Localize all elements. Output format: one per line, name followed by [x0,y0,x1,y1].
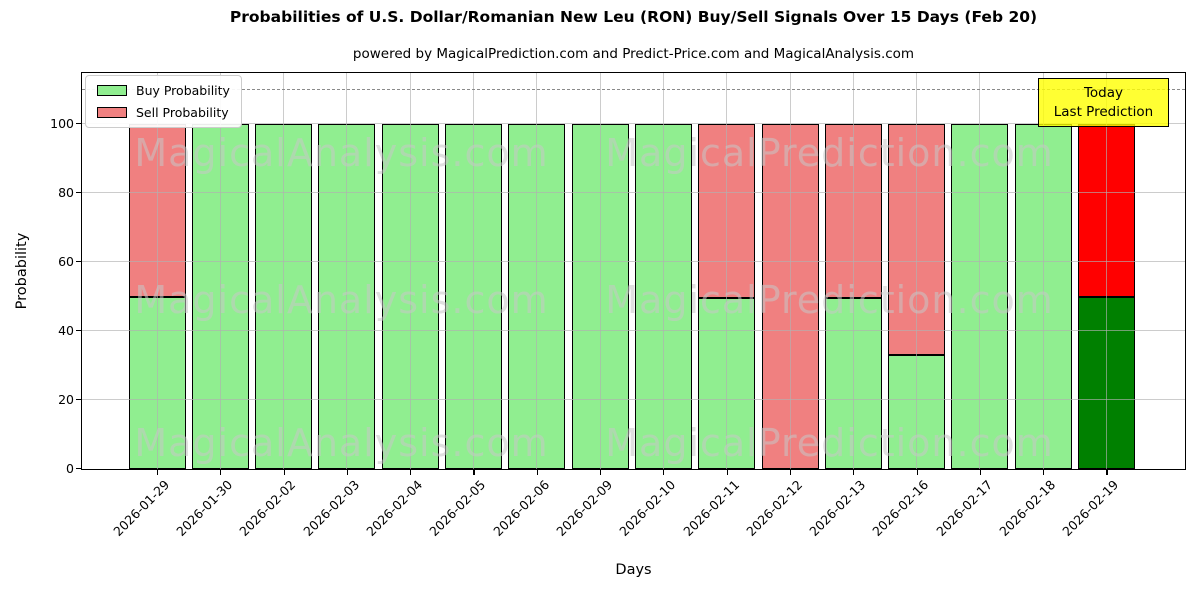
y-tick-label: 80 [58,184,74,200]
x-tick-mark [156,470,159,475]
x-tick-mark [283,470,285,475]
x-tick-mark [853,470,855,475]
v-gridline [979,73,981,469]
x-tick-mark [726,470,728,475]
x-tick-mark [1106,470,1108,475]
v-gridline [1106,73,1107,469]
y-tick-label: 60 [58,253,74,269]
v-gridline [1042,73,1044,469]
v-gridline [662,73,664,469]
x-tick-label: 2026-02-03 [300,477,363,539]
y-tick-label: 20 [58,391,74,407]
x-tick-label: 2026-02-17 [933,477,996,539]
x-tick-mark [410,470,412,475]
y-axis-label: Probability [14,232,30,310]
x-tick-mark [600,470,602,475]
legend: Buy Probability Sell Probability [85,75,242,128]
x-tick-label: 2026-02-04 [363,477,426,539]
watermark-text: MagicalPrediction.com [605,277,1054,322]
today-annotation-line2: Last Prediction [1053,103,1154,120]
x-axis-label: Days [615,562,652,578]
v-gridline [599,73,601,469]
buy-swatch-icon [97,85,127,96]
x-tick-label: 2026-02-02 [236,477,299,539]
chart-subtitle: powered by MagicalPrediction.com and Pre… [352,46,915,62]
x-tick-label: 2026-01-29 [110,477,173,539]
v-gridline [156,73,158,469]
x-tick-label: 2026-02-11 [679,477,742,539]
y-tick-label: 40 [58,322,74,338]
watermark-text: MagicalAnalysis.com [134,130,549,175]
legend-item-sell: Sell Probability [97,105,230,120]
x-tick-label: 2026-02-12 [743,477,806,539]
plot-area: MagicalAnalysis.com MagicalPrediction.com… [81,72,1186,470]
legend-label-buy: Buy Probability [136,83,230,98]
legend-label-sell: Sell Probability [136,105,229,120]
chart-title: Probabilities of U.S. Dollar/Romanian Ne… [229,8,1038,26]
threshold-dashed-line [82,88,1185,90]
y-tick-mark [76,191,81,194]
watermark-text: MagicalPrediction.com [605,420,1054,465]
x-tick-mark [789,470,792,475]
x-tick-label: 2026-02-13 [806,477,869,539]
x-tick-mark [346,470,348,475]
y-tick-label: 0 [66,460,74,476]
watermark-text: MagicalAnalysis.com [134,420,549,465]
watermark-text: MagicalPrediction.com [605,130,1054,175]
x-tick-mark [1043,470,1045,475]
v-gridline [726,73,728,469]
v-gridline [409,73,411,469]
x-tick-label: 2026-02-10 [616,477,679,539]
y-tick-mark [76,329,81,332]
y-tick-label: 100 [50,115,74,131]
today-annotation: Today Last Prediction [1038,78,1169,127]
x-tick-mark [979,470,981,475]
x-tick-label: 2026-02-09 [553,477,616,539]
x-tick-label: 2026-02-19 [1059,477,1122,539]
x-tick-label: 2026-02-05 [426,477,489,539]
h-gridline [82,192,1185,193]
v-gridline [346,73,348,469]
x-tick-mark [916,470,918,475]
h-gridline [82,330,1185,331]
x-tick-mark [220,470,222,475]
h-gridline [82,261,1185,262]
sell-swatch-icon [97,107,127,118]
x-tick-label: 2026-02-18 [996,477,1059,539]
today-annotation-line1: Today [1083,84,1124,101]
v-gridline [283,73,285,469]
v-gridline [536,73,538,469]
x-tick-label: 2026-02-06 [489,477,552,539]
y-tick-mark [76,467,81,470]
x-tick-label: 2026-01-30 [173,477,236,539]
h-gridline [82,399,1185,400]
v-gridline [789,73,791,469]
v-gridline [219,73,221,469]
x-tick-mark [663,470,665,475]
v-gridline [473,73,474,469]
y-tick-mark [76,260,81,263]
x-tick-label: 2026-02-16 [869,477,932,539]
legend-item-buy: Buy Probability [97,83,230,98]
y-tick-mark [76,398,81,401]
x-tick-mark [536,470,538,475]
y-tick-mark [76,122,81,125]
h-gridline [82,123,1185,124]
v-gridline [852,73,854,469]
x-tick-mark [473,470,475,475]
v-gridline [916,73,918,469]
watermark-text: MagicalAnalysis.com [134,277,549,322]
